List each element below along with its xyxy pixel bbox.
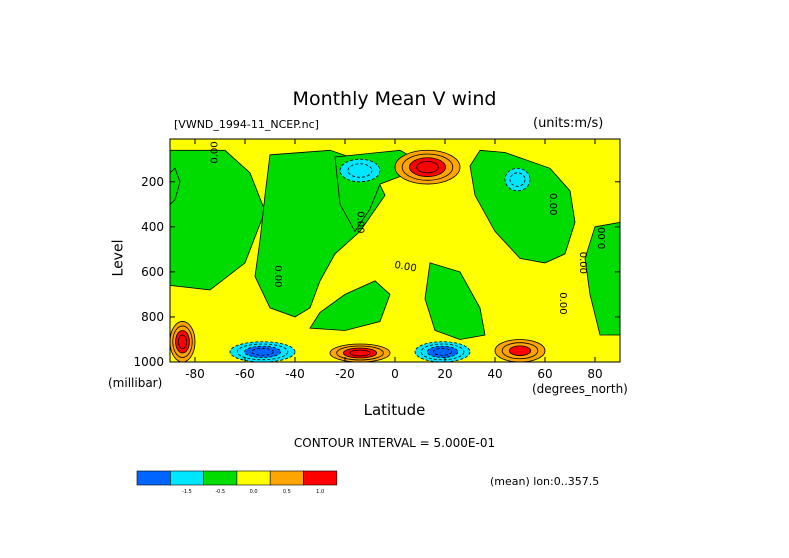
legend-swatch-5 bbox=[303, 470, 338, 486]
region-tropic-south-max bbox=[329, 343, 391, 363]
y-ticks: 200 400 600 800 1000 bbox=[133, 175, 620, 369]
region-upper-midlat-min bbox=[504, 167, 531, 192]
region-tropic-north-min bbox=[414, 341, 471, 363]
legend-swatch-4 bbox=[269, 470, 304, 486]
region-upper-north-max bbox=[394, 149, 461, 185]
x-tick-label-3: -20 bbox=[335, 367, 355, 381]
legend-label-1: -0.5 bbox=[215, 489, 225, 495]
dataset-label: [VWND_1994-11_NCEP.nc] bbox=[174, 118, 319, 131]
x-axis-label: Latitude bbox=[363, 401, 426, 419]
contour-label-6: 0.00 bbox=[597, 227, 608, 249]
x-tick-label-7: 60 bbox=[537, 367, 552, 381]
legend-swatch-0 bbox=[136, 470, 171, 486]
legend-label-3: 0.5 bbox=[283, 489, 291, 495]
chart-title: Monthly Mean V wind bbox=[292, 88, 497, 110]
y-tick-label-2: 600 bbox=[141, 265, 164, 279]
region-midlat-north-max bbox=[494, 339, 546, 363]
legend-label-0: -1.5 bbox=[182, 489, 192, 495]
region-far-south-max bbox=[169, 321, 196, 363]
contour-interval: CONTOUR INTERVAL = 5.000E-01 bbox=[293, 436, 496, 450]
y-tick-label-1: 400 bbox=[141, 220, 164, 234]
y-tick-label-3: 800 bbox=[141, 310, 164, 324]
contour-labels: 0.00 0.00 0.00 0.00 0.00 0.00 0.00 0.00 bbox=[210, 141, 609, 314]
mean-label: (mean) lon:0..357.5 bbox=[490, 475, 600, 488]
region-south-low-min bbox=[229, 341, 296, 363]
x-tick-label-8: 80 bbox=[587, 367, 602, 381]
y-tick-label-4: 1000 bbox=[133, 355, 164, 369]
green-zone-2 bbox=[309, 280, 391, 331]
x-ticks: -80 -60 -40 -20 0 20 40 60 80 bbox=[185, 139, 603, 381]
x-tick-label-1: -60 bbox=[235, 367, 255, 381]
x-tick-label-6: 40 bbox=[487, 367, 502, 381]
contour-label-2: 0.00 bbox=[355, 211, 366, 233]
x-axis-unit: (degrees_north) bbox=[532, 382, 628, 396]
y-axis-unit: (millibar) bbox=[108, 376, 163, 390]
contour-label-4: 0.00 bbox=[547, 193, 558, 215]
green-zone-5 bbox=[424, 262, 486, 340]
x-tick-label-4: 0 bbox=[391, 367, 399, 381]
legend-swatch-3 bbox=[236, 470, 271, 486]
contour-label-0: 0.00 bbox=[210, 141, 221, 163]
contour-label-7: 0.00 bbox=[557, 292, 568, 314]
contour-label-3: 0.00 bbox=[394, 260, 418, 275]
legend-label-4: 1.0 bbox=[316, 489, 324, 495]
y-tick-label-0: 200 bbox=[141, 175, 164, 189]
units-label: (units:m/s) bbox=[533, 116, 604, 131]
legend-swatch-2 bbox=[203, 470, 238, 486]
contour-label-1: 0.00 bbox=[272, 265, 283, 287]
x-tick-label-0: -80 bbox=[185, 367, 205, 381]
green-zone-4 bbox=[469, 149, 576, 264]
legend-label-2: 0.0 bbox=[250, 489, 258, 495]
x-tick-label-2: -40 bbox=[285, 367, 305, 381]
shaded-field bbox=[169, 139, 621, 363]
green-zone-0 bbox=[169, 149, 266, 291]
legend-swatch-1 bbox=[170, 470, 204, 486]
x-tick-label-5: 20 bbox=[437, 367, 452, 381]
region-upper-south-min bbox=[339, 158, 381, 183]
color-legend: -1.5 -0.5 0.0 0.5 1.0 bbox=[136, 470, 338, 495]
contour-label-5: 0.00 bbox=[577, 252, 588, 274]
